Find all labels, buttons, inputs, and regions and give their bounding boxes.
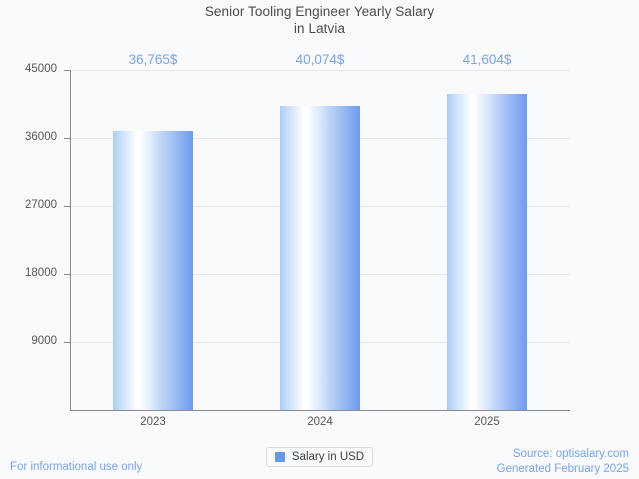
y-tick-mark-45000 bbox=[64, 70, 70, 71]
y-tick-label-18000: 18000 bbox=[25, 267, 57, 279]
legend-label-salary-in-usd: Salary in USD bbox=[291, 451, 365, 463]
x-tick-label-2024: 2024 bbox=[307, 416, 333, 428]
x-tick-label-2023: 2023 bbox=[140, 416, 166, 428]
gridline-45000 bbox=[70, 70, 570, 71]
y-tick-mark-27000 bbox=[64, 206, 70, 207]
chart-title-line-1: Senior Tooling Engineer Yearly Salary bbox=[204, 4, 435, 19]
x-tick-label-2025: 2025 bbox=[474, 416, 500, 428]
y-tick-label-45000: 45000 bbox=[25, 63, 57, 75]
data-label-2023: 36,765$ bbox=[128, 52, 178, 67]
plot-area bbox=[70, 70, 570, 410]
data-label-2024: 40,074$ bbox=[295, 52, 345, 67]
bar-2024[interactable] bbox=[280, 106, 360, 410]
x-axis-line bbox=[70, 410, 570, 411]
y-axis-line bbox=[70, 70, 71, 411]
chart-title: Senior Tooling Engineer Yearly Salary in… bbox=[0, 3, 639, 37]
y-tick-mark-9000 bbox=[64, 342, 70, 343]
y-tick-label-36000: 36000 bbox=[25, 131, 57, 143]
source-attribution: Source: optisalary.com Generated Februar… bbox=[497, 447, 629, 477]
y-tick-label-9000: 9000 bbox=[31, 335, 57, 347]
bar-2023[interactable] bbox=[113, 131, 193, 410]
disclaimer-text: For informational use only bbox=[10, 461, 143, 473]
legend-item-salary-in-usd[interactable]: Salary in USD bbox=[265, 447, 374, 467]
data-label-2025: 41,604$ bbox=[462, 52, 512, 67]
y-tick-mark-18000 bbox=[64, 274, 70, 275]
legend-swatch-icon bbox=[274, 452, 285, 462]
chart-title-line-2: in Latvia bbox=[293, 21, 346, 36]
y-tick-mark-36000 bbox=[64, 138, 70, 139]
chart-legend: Salary in USD bbox=[0, 447, 639, 467]
y-tick-label-27000: 27000 bbox=[25, 199, 57, 211]
bar-2025[interactable] bbox=[447, 94, 527, 410]
generated-line: Generated February 2025 bbox=[496, 463, 629, 475]
source-line: Source: optisalary.com bbox=[512, 448, 629, 460]
